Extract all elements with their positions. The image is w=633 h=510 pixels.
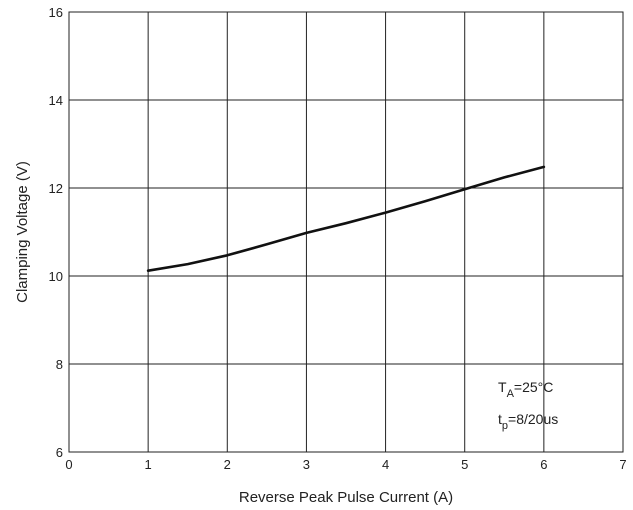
y-tick-label: 8 bbox=[56, 357, 63, 372]
x-tick-label: 3 bbox=[303, 457, 310, 472]
plot-area bbox=[68, 11, 624, 453]
x-tick-label: 5 bbox=[461, 457, 468, 472]
y-tick-label: 12 bbox=[49, 181, 63, 196]
annotation-box: TA=25°C tp=8/20us bbox=[498, 379, 558, 432]
annotation-tp: tp=8/20us bbox=[498, 411, 558, 432]
x-tick-labels: 0 1 2 3 4 5 6 7 bbox=[65, 457, 626, 472]
annotation-ta: TA=25°C bbox=[498, 379, 553, 400]
x-tick-label: 1 bbox=[145, 457, 152, 472]
y-tick-labels: 6 8 10 12 14 16 bbox=[49, 5, 63, 460]
grid-lines bbox=[69, 12, 623, 452]
series-group bbox=[146, 165, 546, 273]
x-tick-label: 2 bbox=[224, 457, 231, 472]
y-tick-label: 14 bbox=[49, 93, 63, 108]
y-axis-label: Clamping Voltage (V) bbox=[14, 161, 31, 303]
clamping-voltage-series-line bbox=[146, 165, 546, 273]
x-tick-label: 6 bbox=[540, 457, 547, 472]
y-tick-label: 6 bbox=[56, 445, 63, 460]
x-tick-label: 0 bbox=[65, 457, 72, 472]
y-tick-label: 10 bbox=[49, 269, 63, 284]
x-tick-label: 4 bbox=[382, 457, 389, 472]
x-tick-label: 7 bbox=[619, 457, 626, 472]
y-tick-label: 16 bbox=[49, 5, 63, 20]
x-axis-label: Reverse Peak Pulse Current (A) bbox=[239, 489, 453, 506]
